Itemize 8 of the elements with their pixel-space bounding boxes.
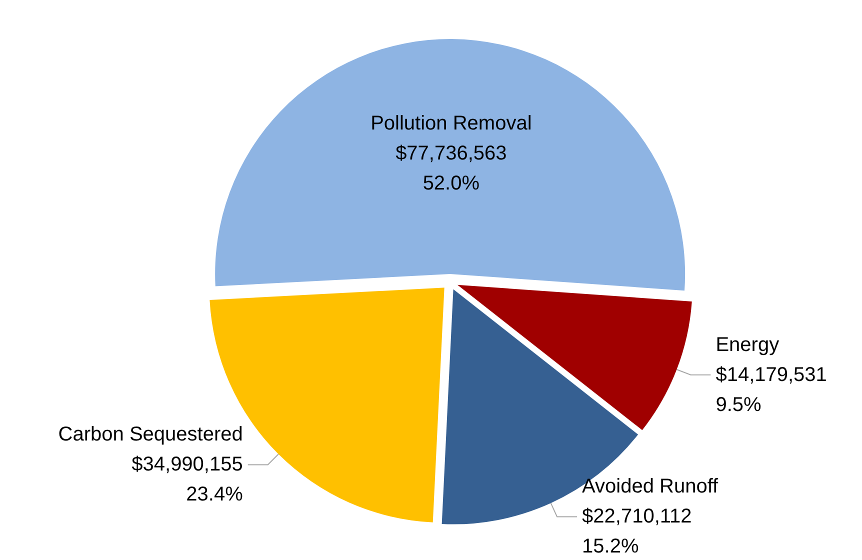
slice-label: Carbon Sequestered xyxy=(58,424,243,446)
data-label: $22,710,112 15.2% xyxy=(582,506,692,558)
slice-label: Avoided Runoff xyxy=(582,476,719,498)
data-label: $77,736,563 52.0% xyxy=(396,142,507,195)
slice-label: Energy xyxy=(716,334,780,356)
data-label: $34,990,155 23.4% xyxy=(132,454,244,506)
data-label: $14,179,531 9.5% xyxy=(716,364,827,416)
slice-label: Pollution Removal xyxy=(370,112,532,135)
